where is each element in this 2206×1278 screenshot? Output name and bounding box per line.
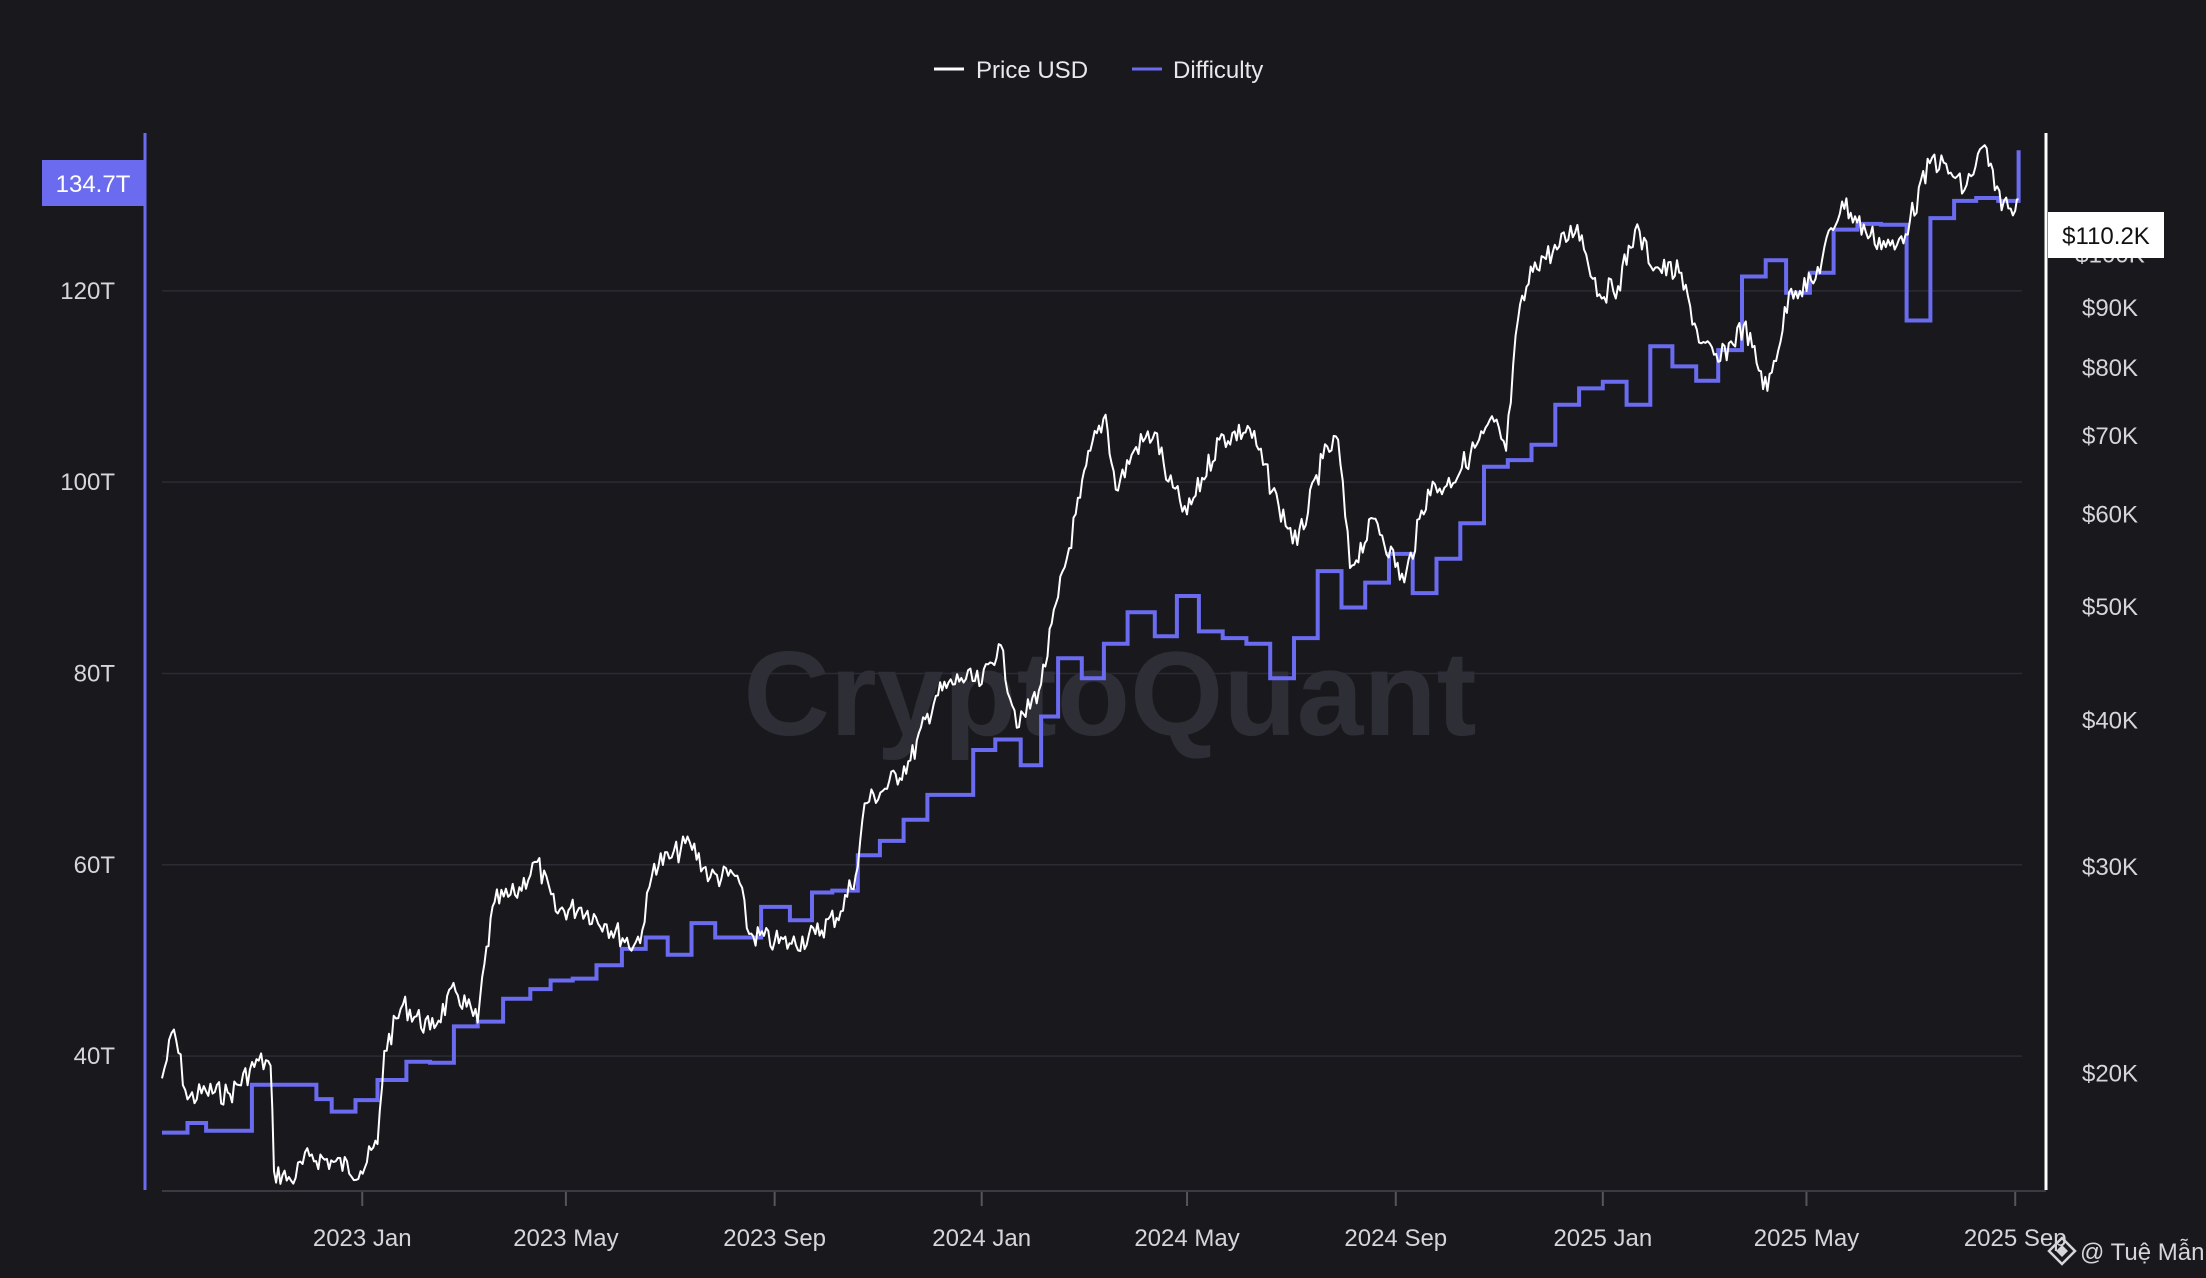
x-tick-label: 2023 May: [513, 1225, 618, 1252]
credit-text: @ Tuệ Mẫn: [2080, 1239, 2204, 1266]
x-tick-label: 2023 Sep: [723, 1225, 826, 1252]
x-tick-label: 2024 Jan: [932, 1225, 1031, 1252]
right-tick-label: $70K: [2082, 423, 2138, 450]
credit: @ Tuệ Mẫn: [2047, 1236, 2204, 1266]
x-tick-label: 2024 Sep: [1344, 1225, 1447, 1252]
x-tick-label: 2025 Jan: [1553, 1225, 1652, 1252]
right-tick-label: $30K: [2082, 854, 2138, 881]
right-tick-label: $50K: [2082, 594, 2138, 621]
diamond-logo-icon: [2047, 1236, 2077, 1266]
left-tick-label: 80T: [74, 660, 116, 687]
x-tick-label: 2025 Sep: [1964, 1225, 2067, 1252]
x-tick-label: 2024 May: [1134, 1225, 1239, 1252]
legend-label-difficulty: Difficulty: [1173, 57, 1263, 84]
left-axis-ticks: 40T 60T 80T 100T 120T: [60, 278, 115, 1070]
x-tick-label: 2023 Jan: [313, 1225, 412, 1252]
right-tick-label: $90K: [2082, 295, 2138, 322]
left-tick-label: 40T: [74, 1043, 116, 1070]
price-last-value-badge: $110.2K: [2048, 212, 2164, 258]
right-tick-label: $60K: [2082, 501, 2138, 528]
watermark: CryptoQuant: [743, 627, 1476, 761]
left-tick-label: 120T: [60, 278, 115, 305]
right-tick-label: $40K: [2082, 708, 2138, 735]
legend-label-price: Price USD: [976, 57, 1088, 84]
price-series-line: [161, 144, 2019, 1185]
right-tick-label: $80K: [2082, 355, 2138, 382]
difficulty-series-line: [162, 150, 2021, 1135]
left-tick-label: 100T: [60, 469, 115, 496]
right-axis-ticks: $20K$30K$40K$50K$60K$70K$80K$90K$100K: [2075, 242, 2144, 1088]
grid-lines: [162, 290, 2022, 1057]
difficulty-last-value-badge: 134.7T: [42, 160, 145, 206]
legend-item-price[interactable]: Price USD: [934, 57, 1088, 84]
x-axis-ticks: 2023 Jan 2023 May 2023 Sep 2024 Jan 2024 May…: [313, 1192, 2067, 1252]
legend-item-difficulty[interactable]: Difficulty: [1132, 57, 1263, 84]
right-tick-label: $20K: [2082, 1060, 2138, 1087]
x-tick-label: 2025 May: [1754, 1225, 1859, 1252]
difficulty-last-value: 134.7T: [56, 171, 131, 198]
price-last-value: $110.2K: [2062, 223, 2150, 250]
legend: Price USD Difficulty: [934, 57, 1263, 84]
left-tick-label: 60T: [74, 852, 116, 879]
